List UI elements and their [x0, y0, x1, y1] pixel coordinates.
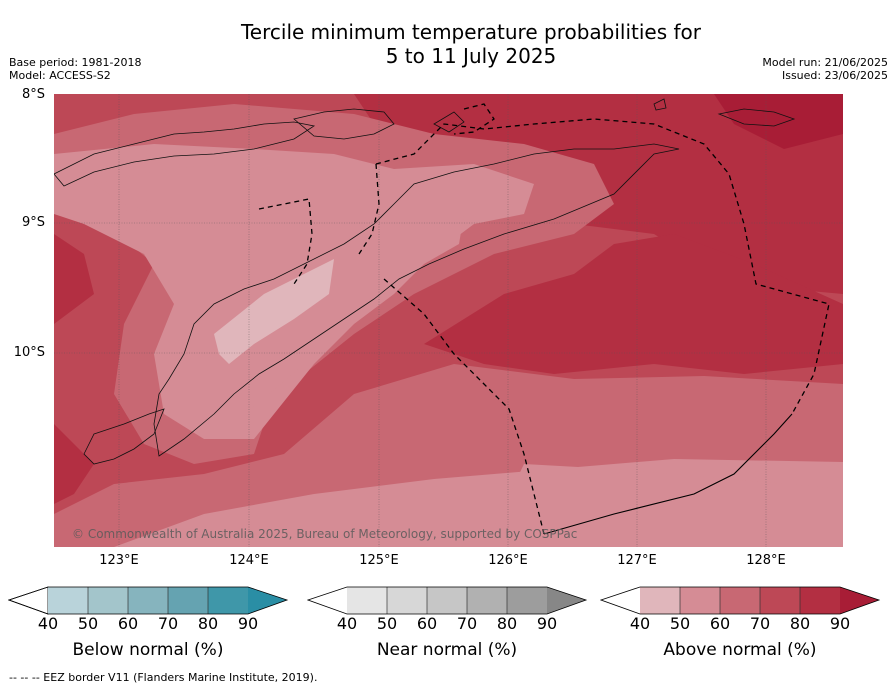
- graticule: [54, 94, 843, 547]
- eez-atauro: [453, 103, 495, 135]
- probability-map: [54, 94, 843, 547]
- colorbar-below-segment-5: [208, 587, 248, 614]
- colorbar-near-svg: [307, 586, 588, 615]
- eez-south: [383, 278, 545, 535]
- eez-border: [258, 103, 830, 535]
- colorbar-below-svg: [8, 586, 289, 615]
- atauro-coast: [433, 111, 465, 133]
- alor-coast: [293, 108, 395, 140]
- contour-90-west: [54, 234, 94, 324]
- colorbar-near-label: Near normal (%): [376, 640, 518, 660]
- colorbar-below-segment-2: [88, 587, 128, 614]
- colorbar-near-tick-90: 90: [536, 614, 558, 633]
- colorbar-above-high-extension: [840, 587, 879, 614]
- colorbar-below-tick-90: 90: [237, 614, 259, 633]
- contour-50-core: [214, 259, 334, 364]
- colorbar-below-segment-1: [48, 587, 88, 614]
- colorbar-near-high-extension: [547, 587, 586, 614]
- colorbar-near-segment-5: [507, 587, 547, 614]
- eez-footnote: -- -- -- EEZ border V11 (Flanders Marine…: [9, 671, 318, 684]
- lon-label-124e: 124°E: [229, 553, 269, 568]
- colorbar-near-dividers: [386, 587, 508, 614]
- eez-west: [358, 163, 380, 255]
- colorbar-near-tick-60: 60: [416, 614, 438, 633]
- contour-90-east: [424, 234, 843, 374]
- colorbar-above-segment-3: [720, 587, 760, 614]
- colorbar-below-high-extension: [248, 587, 287, 614]
- title-line-2: 5 to 11 July 2025: [385, 44, 557, 68]
- wetar-islet-coast: [653, 98, 667, 111]
- meta-right: Model run: 21/06/2025 Issued: 23/06/2025: [762, 56, 888, 82]
- eez-solid-south-east: [543, 413, 793, 535]
- colorbar-above-low-extension: [601, 587, 640, 614]
- colorbar-above-segment-4: [760, 587, 800, 614]
- rote-coast: [83, 408, 165, 465]
- colorbar-near-tick-50: 50: [376, 614, 398, 633]
- contour-90-southwest: [54, 424, 94, 504]
- colorbar-above-tick-40: 40: [629, 614, 651, 633]
- colorbar-above-segment-1: [640, 587, 680, 614]
- colorbar-near-low-extension: [308, 587, 347, 614]
- title-line-1: Tercile minimum temperature probabilitie…: [240, 20, 702, 44]
- flores-coast: [54, 121, 316, 187]
- babar-coast: [717, 108, 796, 127]
- timor-coast: [153, 143, 680, 457]
- colorbar-near-segment-4: [467, 587, 507, 614]
- model-run: Model run: 21/06/2025: [762, 56, 888, 69]
- colorbar-above-tick-60: 60: [709, 614, 731, 633]
- copyright-notice: © Commonwealth of Australia 2025, Bureau…: [72, 527, 578, 541]
- lon-label-123e: 123°E: [99, 553, 139, 568]
- colorbar-below-tick-60: 60: [117, 614, 139, 633]
- colorbar-near-segment-3: [427, 587, 467, 614]
- contour-60-southeast: [484, 464, 843, 547]
- colorbar-below-tick-50: 50: [77, 614, 99, 633]
- map-svg: [54, 94, 843, 547]
- colorbar-below-tick-80: 80: [197, 614, 219, 633]
- colorbar-below-dividers: [87, 587, 209, 614]
- colorbar-below-label: Below normal (%): [72, 640, 224, 660]
- meta-left: Base period: 1981-2018 Model: ACCESS-S2: [9, 56, 141, 82]
- colorbar-above-tick-90: 90: [829, 614, 851, 633]
- colorbar-below-outline: [8, 586, 289, 615]
- eez-north-east: [375, 118, 830, 415]
- contour-max-northeast: [714, 94, 843, 149]
- colorbar-above-segment-2: [680, 587, 720, 614]
- colorbar-near-tick-80: 80: [496, 614, 518, 633]
- colorbar-above-outline: [600, 586, 881, 615]
- colorbar-above-tick-50: 50: [669, 614, 691, 633]
- coastlines: [54, 98, 796, 465]
- colorbar-near-segment-1: [347, 587, 387, 614]
- colorbar-near-tick-40: 40: [336, 614, 358, 633]
- colorbar-above-dividers: [679, 587, 801, 614]
- colorbar-above-label: Above normal (%): [663, 640, 817, 660]
- model-name: Model: ACCESS-S2: [9, 69, 111, 82]
- lon-label-127e: 127°E: [617, 553, 657, 568]
- colorbar-below-tick-40: 40: [37, 614, 59, 633]
- colorbar-near-segment-2: [387, 587, 427, 614]
- issued-date: Issued: 23/06/2025: [781, 69, 888, 82]
- lon-label-126e: 126°E: [488, 553, 528, 568]
- lon-label-125e: 125°E: [359, 553, 399, 568]
- base-period: Base period: 1981-2018: [9, 56, 142, 69]
- colorbar-below-segment-4: [168, 587, 208, 614]
- lat-label-8s: 8°S: [21, 87, 45, 102]
- colorbar-near-outline: [307, 586, 588, 615]
- lon-label-128e: 128°E: [746, 553, 786, 568]
- colorbar-below-low-extension: [8, 586, 49, 615]
- lat-label-10s: 10°S: [13, 345, 45, 360]
- colorbar-above-segment-5: [800, 587, 840, 614]
- chart-title: Tercile minimum temperature probabilitie…: [0, 20, 896, 68]
- colorbar-above-tick-80: 80: [789, 614, 811, 633]
- colorbar-below-tick-70: 70: [157, 614, 179, 633]
- colorbar-below-segment-3: [128, 587, 168, 614]
- colorbar-above-tick-70: 70: [749, 614, 771, 633]
- lat-label-9s: 9°S: [21, 215, 45, 230]
- colorbar-above-svg: [600, 586, 881, 615]
- colorbar-near-tick-70: 70: [456, 614, 478, 633]
